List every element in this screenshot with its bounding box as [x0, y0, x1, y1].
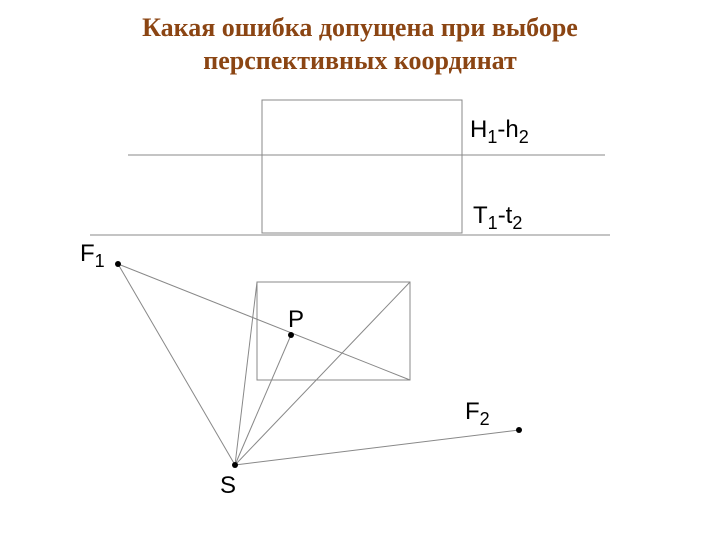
label-F1: F1	[80, 240, 105, 272]
geometry-diagram	[0, 0, 720, 540]
label-P: P	[288, 306, 304, 334]
label-H: H1-h2	[470, 116, 529, 148]
label-T: T1-t2	[473, 202, 522, 234]
label-S: S	[220, 472, 236, 500]
label-F2: F2	[465, 398, 490, 430]
